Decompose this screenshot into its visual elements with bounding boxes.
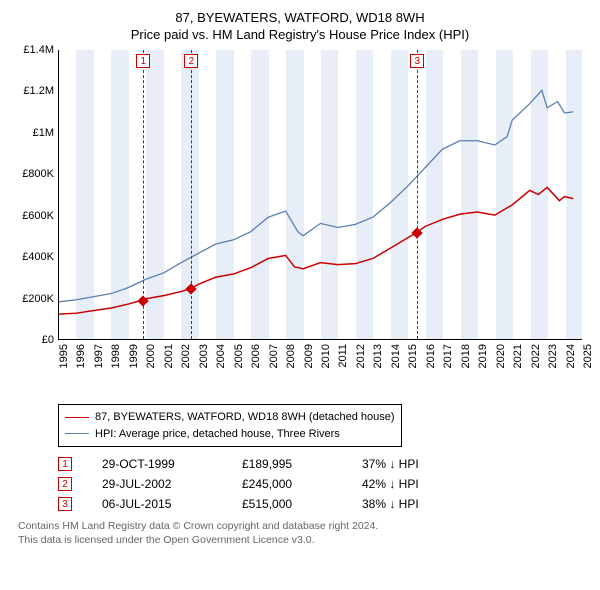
y-tick [58,133,59,134]
y-tick-label: £800K [10,168,54,180]
x-tick-label: 2005 [233,344,245,368]
legend-label: 87, BYEWATERS, WATFORD, WD18 8WH (detach… [95,409,395,426]
x-axis-labels: 1995 1996 1997 1998 1999 2000 2001 2002 2003 2004… [58,340,582,370]
title-line1: 87, BYEWATERS, WATFORD, WD18 8WH [10,10,590,25]
x-tick-label: 1995 [58,344,70,368]
x-tick-label: 2016 [425,344,437,368]
x-tick-label: 1997 [93,344,105,368]
plot-region: 1 2 3 [58,50,582,340]
series-hpi [59,90,573,302]
x-tick-label: 2023 [547,344,559,368]
event-num: 3 [58,497,72,511]
y-tick-label: £1M [10,127,54,139]
legend: 87, BYEWATERS, WATFORD, WD18 8WH (detach… [58,404,402,447]
event-num: 2 [58,477,72,491]
x-tick-label: 2010 [320,344,332,368]
chart-area: 1 2 3 1995 1996 1997 1998 1999 2000 2001 2002 2003… [58,50,582,370]
title-block: 87, BYEWATERS, WATFORD, WD18 8WH Price p… [10,10,590,42]
x-tick-label: 2024 [565,344,577,368]
x-tick-label: 2012 [355,344,367,368]
event-price: £245,000 [242,477,332,491]
legend-swatch [65,433,89,434]
event-line [191,50,192,339]
event-diff: 38% ↓ HPI [362,497,419,511]
series-property [59,187,573,314]
y-tick [58,257,59,258]
y-tick [58,91,59,92]
footnote-line2: This data is licensed under the Open Gov… [18,533,590,547]
x-tick-label: 2007 [268,344,280,368]
x-tick-label: 1999 [128,344,140,368]
event-date: 29-OCT-1999 [102,457,212,471]
x-tick-label: 2020 [495,344,507,368]
x-tick-label: 2003 [198,344,210,368]
events-table: 1 29-OCT-1999 £189,995 37% ↓ HPI 2 29-JUL-200… [58,457,590,511]
legend-label: HPI: Average price, detached house, Thre… [95,426,340,443]
y-tick-label: £0 [10,334,54,346]
y-tick [58,216,59,217]
y-tick-label: £600K [10,210,54,222]
event-marker-box: 2 [184,54,198,68]
x-tick-label: 2015 [407,344,419,368]
y-tick [58,299,59,300]
y-tick [58,50,59,51]
x-tick-label: 2014 [390,344,402,368]
legend-swatch [65,417,89,418]
x-tick-label: 1996 [75,344,87,368]
x-tick-label: 2009 [303,344,315,368]
event-date: 06-JUL-2015 [102,497,212,511]
x-tick-label: 1998 [110,344,122,368]
x-tick-label: 2011 [337,344,349,368]
event-diff: 42% ↓ HPI [362,477,419,491]
x-tick-label: 2019 [477,344,489,368]
x-tick-label: 2002 [180,344,192,368]
x-tick-label: 2018 [460,344,472,368]
event-diff: 37% ↓ HPI [362,457,419,471]
x-tick-label: 2021 [512,344,524,368]
event-date: 29-JUL-2002 [102,477,212,491]
event-marker-box: 3 [410,54,424,68]
x-tick-label: 2008 [285,344,297,368]
x-tick-label: 2013 [372,344,384,368]
chart-container: 87, BYEWATERS, WATFORD, WD18 8WH Price p… [0,0,600,553]
legend-row: 87, BYEWATERS, WATFORD, WD18 8WH (detach… [65,409,395,426]
event-price: £189,995 [242,457,332,471]
event-num: 1 [58,457,72,471]
x-tick-label: 2000 [145,344,157,368]
title-line2: Price paid vs. HM Land Registry's House … [10,27,590,42]
event-row: 3 06-JUL-2015 £515,000 38% ↓ HPI [58,497,590,511]
x-tick-label: 2017 [442,344,454,368]
x-tick-label: 2006 [250,344,262,368]
x-tick-label: 2004 [215,344,227,368]
x-tick-label: 2001 [163,344,175,368]
legend-row: HPI: Average price, detached house, Thre… [65,426,395,443]
event-marker-box: 1 [136,54,150,68]
event-price: £515,000 [242,497,332,511]
y-tick [58,174,59,175]
line-svg [59,50,582,339]
x-tick-label: 2022 [530,344,542,368]
y-tick-label: £1.4M [10,44,54,56]
event-row: 1 29-OCT-1999 £189,995 37% ↓ HPI [58,457,590,471]
y-tick-label: £200K [10,293,54,305]
y-tick-label: £1.2M [10,85,54,97]
event-line [417,50,418,339]
x-tick-label: 2025 [582,344,594,368]
footnote-line1: Contains HM Land Registry data © Crown c… [18,519,590,533]
footnote: Contains HM Land Registry data © Crown c… [18,519,590,547]
event-row: 2 29-JUL-2002 £245,000 42% ↓ HPI [58,477,590,491]
y-tick-label: £400K [10,251,54,263]
